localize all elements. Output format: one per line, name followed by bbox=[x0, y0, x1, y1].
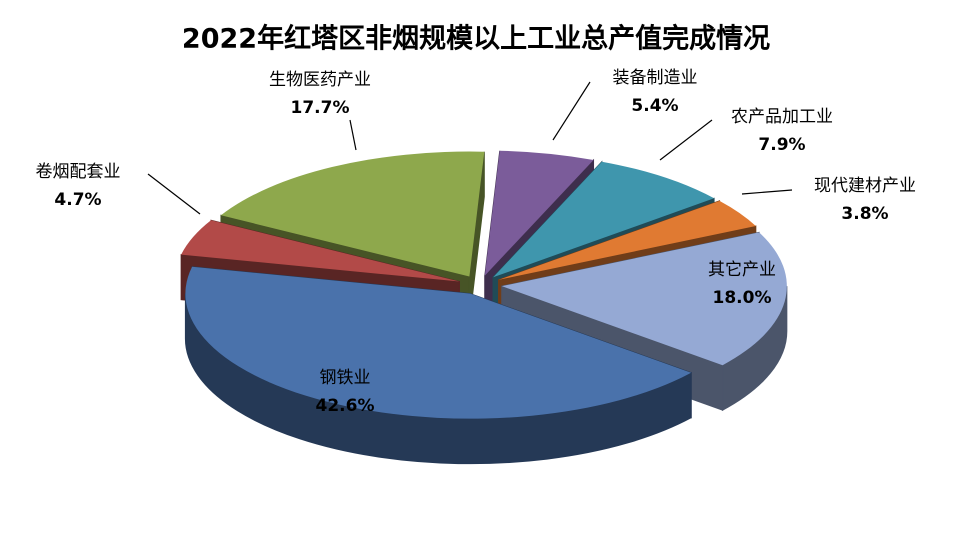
category-label: 生物医药产业 bbox=[269, 70, 371, 90]
slice bbox=[185, 266, 692, 419]
category-label: 卷烟配套业 bbox=[36, 162, 121, 182]
value-label: 3.8% bbox=[841, 204, 888, 224]
value-label: 18.0% bbox=[713, 288, 772, 308]
value-label: 17.7% bbox=[291, 98, 350, 118]
slice bbox=[493, 161, 715, 278]
category-label: 钢铁业 bbox=[320, 368, 371, 388]
leader-line bbox=[552, 81, 591, 141]
slice bbox=[501, 232, 787, 366]
chart-title: 2022年红塔区非烟规模以上工业总产值完成情况 bbox=[182, 23, 770, 55]
category-label: 农产品加工业 bbox=[731, 107, 833, 127]
value-label: 42.6% bbox=[316, 396, 375, 416]
leader-line bbox=[349, 119, 357, 151]
category-label: 现代建材产业 bbox=[814, 176, 916, 196]
slice bbox=[498, 200, 756, 280]
slice bbox=[181, 220, 460, 282]
slice bbox=[484, 150, 594, 276]
value-label: 4.7% bbox=[54, 190, 101, 210]
leader-line bbox=[741, 189, 793, 195]
slice bbox=[220, 151, 485, 277]
category-label: 装备制造业 bbox=[613, 68, 698, 88]
value-label: 5.4% bbox=[631, 96, 678, 116]
value-label: 7.9% bbox=[758, 135, 805, 155]
leader-line bbox=[147, 173, 201, 215]
leader-line bbox=[659, 119, 713, 161]
category-label: 其它产业 bbox=[708, 260, 776, 280]
